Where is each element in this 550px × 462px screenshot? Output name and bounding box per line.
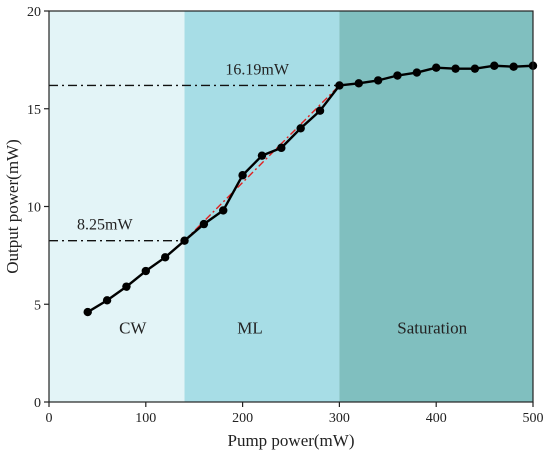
x-tick-label: 500: [523, 411, 544, 426]
data-point: [257, 151, 267, 160]
reference-lines: [49, 84, 340, 242]
data-point: [199, 219, 209, 229]
y-tick-label: 5: [34, 298, 41, 313]
data-point: [180, 236, 189, 245]
data-point: [412, 68, 422, 77]
y-axis-label: Output power(mW): [3, 139, 22, 274]
data-point: [238, 171, 247, 180]
x-axis-label: Pump power(mW): [227, 431, 354, 450]
data-point: [277, 143, 286, 153]
x-tick-label: 100: [135, 411, 156, 426]
data-point: [335, 81, 344, 90]
reference-label-1: 8.25mW: [77, 217, 133, 234]
y-tick-label: 10: [27, 201, 41, 216]
region-label-cw: CW: [119, 319, 147, 338]
series-group: [83, 61, 538, 317]
region-label-ml: ML: [237, 319, 263, 338]
data-point: [160, 253, 170, 262]
data-point: [102, 296, 112, 305]
data-point: [470, 64, 480, 73]
fit-line: [184, 84, 340, 242]
data-point: [509, 62, 518, 71]
chart-text: CW ML Saturation 16.19mW 8.25mW Pump power(mW…: [3, 61, 468, 450]
x-tick-label: 0: [46, 411, 53, 426]
data-point: [83, 307, 92, 317]
data-point: [354, 79, 363, 88]
data-point: [432, 63, 441, 72]
y-tick-label: 0: [34, 396, 41, 411]
region-label-saturation: Saturation: [397, 319, 467, 338]
data-point: [141, 266, 150, 276]
data-point: [393, 71, 402, 80]
data-point: [296, 124, 305, 133]
y-tick-label: 15: [27, 103, 41, 118]
region-cw: [49, 11, 185, 402]
y-tick-label: 20: [27, 5, 41, 20]
region-ml: [184, 11, 340, 402]
data-point: [219, 206, 228, 215]
data-point: [122, 282, 131, 291]
data-point: [315, 106, 325, 115]
axes: 0 100 200 300 400 500 0 5 10 15 20: [27, 5, 544, 426]
region-backgrounds: [49, 11, 533, 402]
data-point: [373, 76, 383, 85]
region-saturation: [339, 11, 533, 402]
x-tick-label: 300: [329, 411, 350, 426]
data-point: [490, 61, 499, 70]
x-tick-label: 400: [426, 411, 447, 426]
reference-label-0: 16.19mW: [225, 61, 289, 78]
x-tick-label: 200: [232, 411, 253, 426]
data-point: [451, 64, 460, 73]
fit-line-group: [184, 84, 340, 242]
